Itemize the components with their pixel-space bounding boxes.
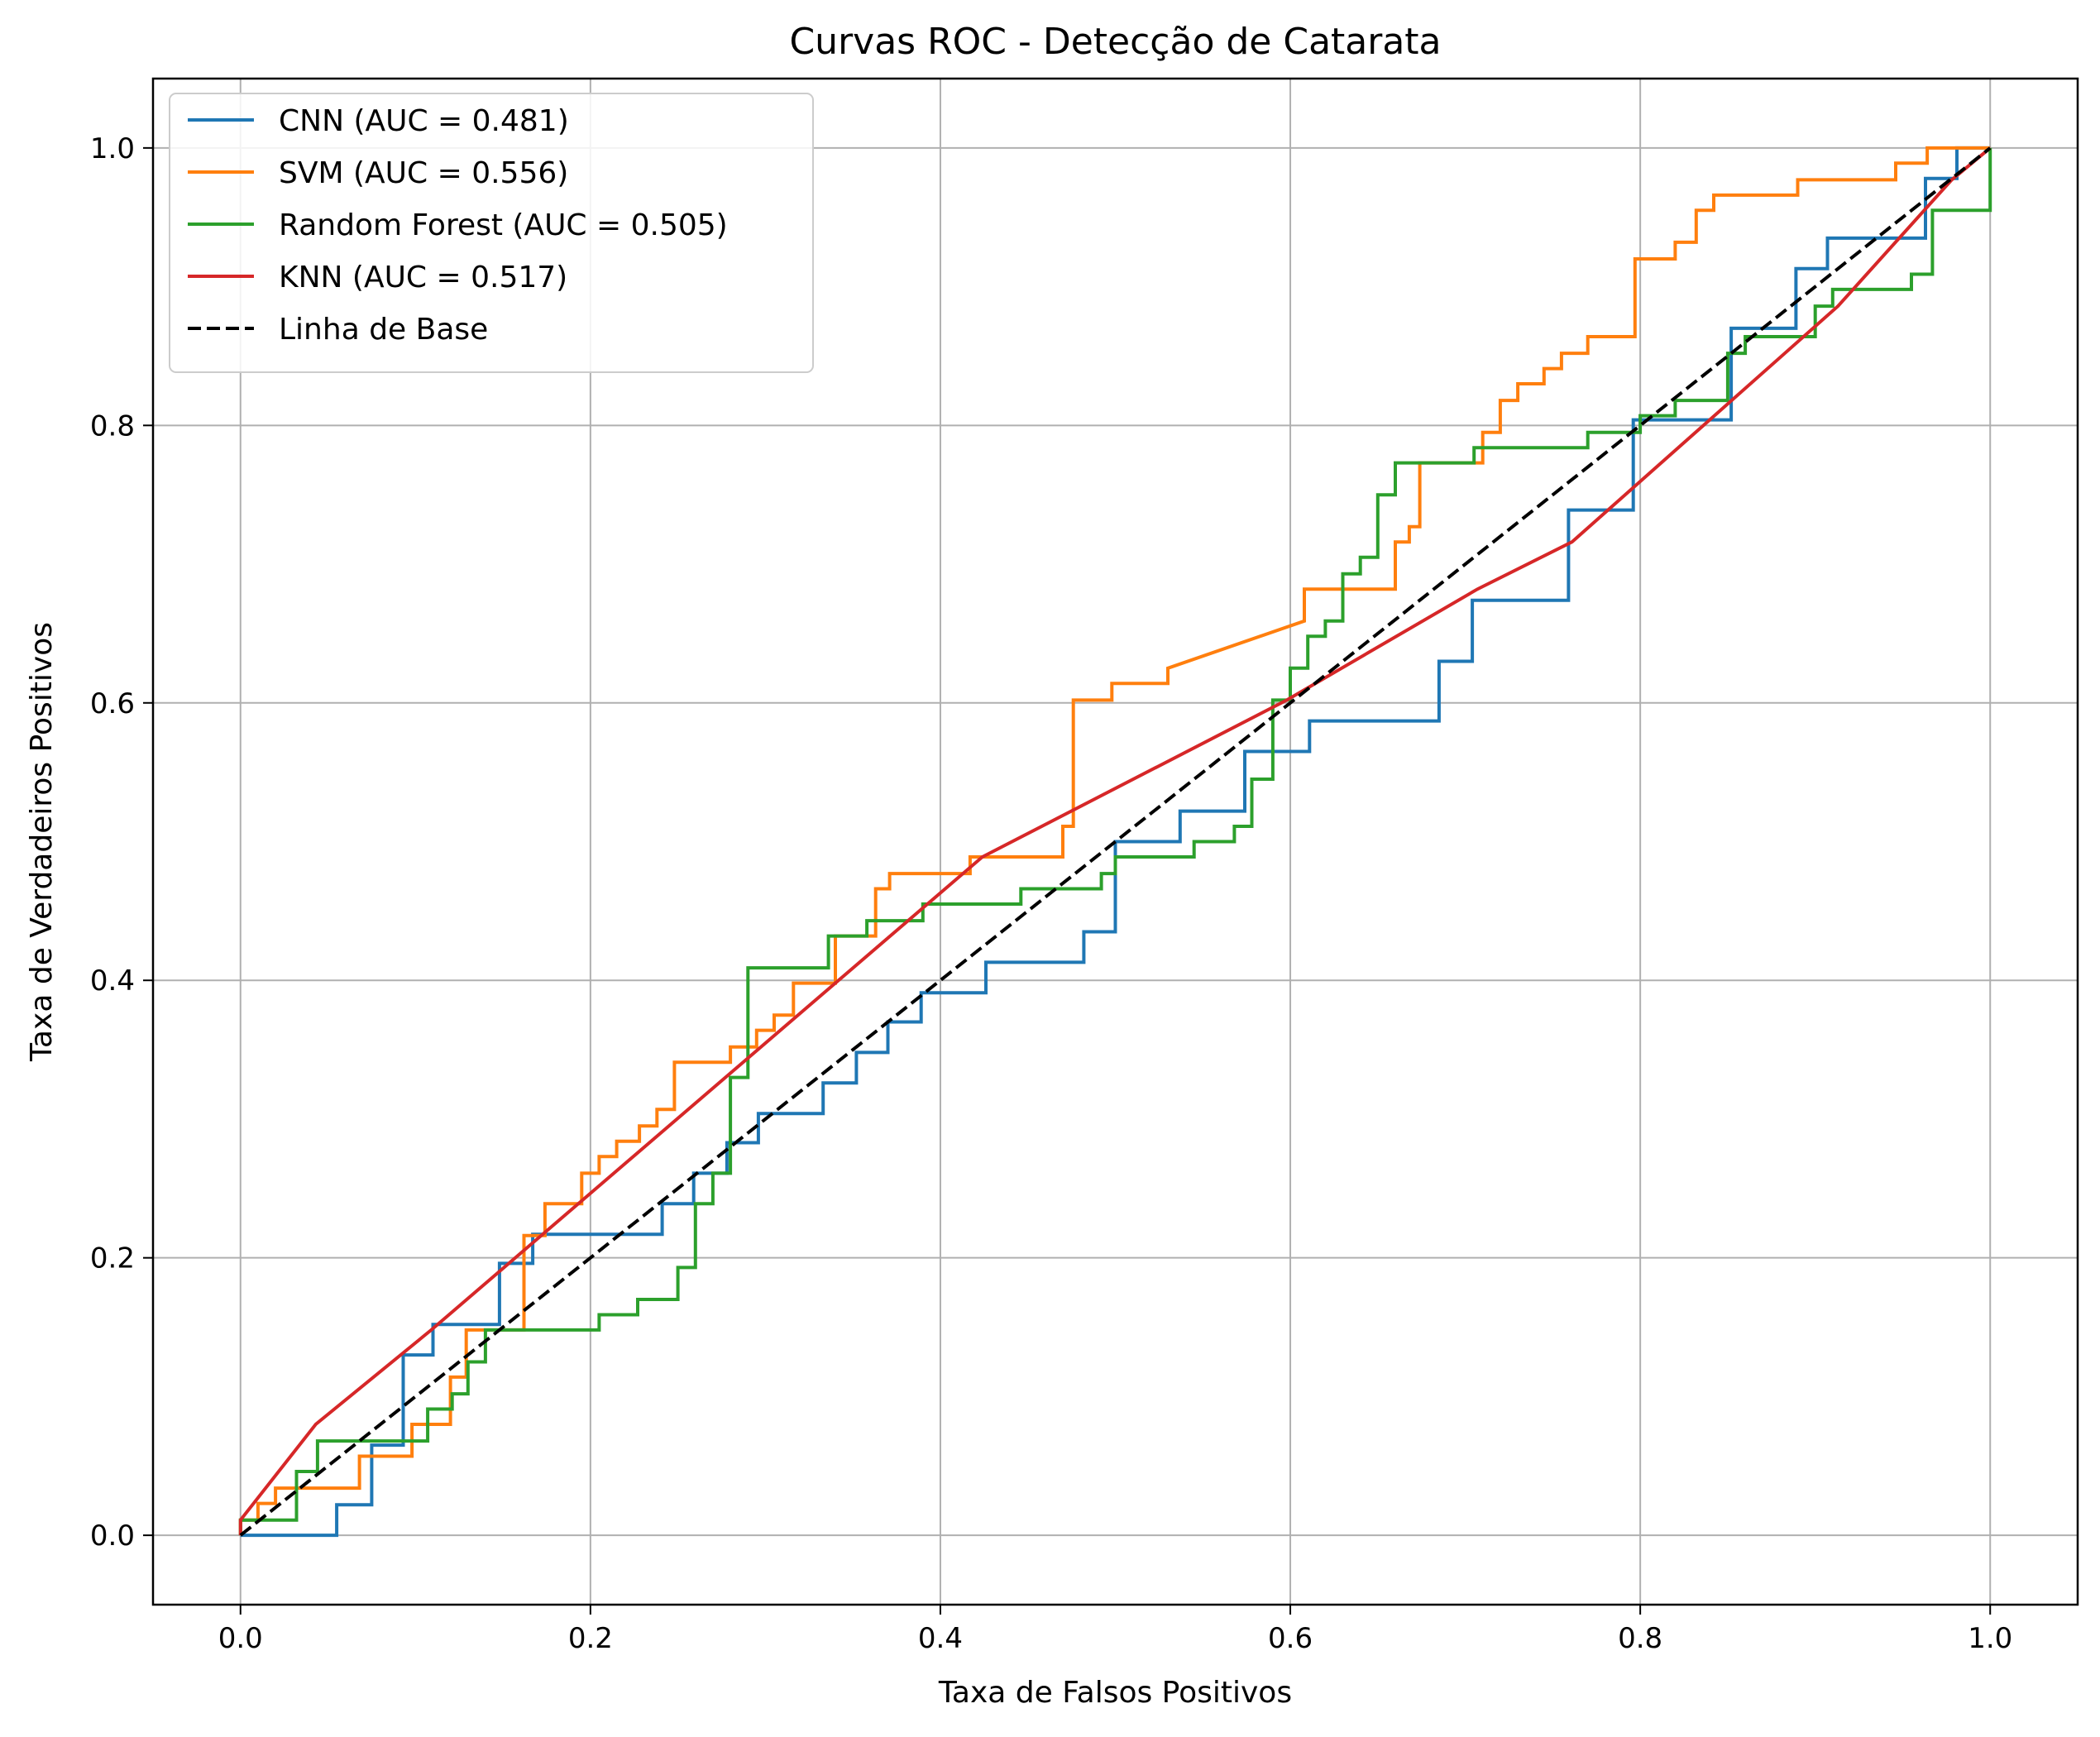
series-line-linha-de-base (239, 146, 1992, 1537)
y-tick-label: 1.0 (90, 132, 135, 165)
legend-label: Linha de Base (279, 313, 488, 347)
legend: CNN (AUC = 0.481) SVM (AUC = 0.556) Random… (169, 93, 814, 373)
x-tick-label: 0.0 (218, 1622, 263, 1655)
legend-label: SVM (AUC = 0.556) (279, 156, 568, 190)
axes-frame (151, 77, 2079, 1606)
x-tick-label: 0.4 (918, 1622, 963, 1655)
series-layer (238, 146, 1992, 1538)
chart-title: Curvas ROC - Detecção de Catarata (789, 21, 1441, 63)
legend-label: KNN (AUC = 0.517) (279, 261, 567, 294)
legend-label: CNN (AUC = 0.481) (279, 104, 569, 138)
series-line-random-forest (238, 147, 1992, 1536)
series-line-knn (238, 146, 1992, 1536)
x-tick-label: 0.2 (568, 1622, 613, 1655)
ticks: 0.0 0.2 0.4 0.6 0.8 1.0 0.0 0.2 0.4 0.6 0.8 1.0 (90, 132, 2012, 1655)
y-tick-label: 0.0 (90, 1519, 135, 1553)
x-tick-label: 0.8 (1618, 1622, 1662, 1655)
x-tick-label: 1.0 (1968, 1622, 2012, 1655)
x-tick-label: 0.6 (1268, 1622, 1313, 1655)
grid (153, 79, 2078, 1605)
legend-box (169, 93, 814, 373)
y-tick-label: 0.2 (90, 1242, 135, 1275)
x-axis-title: Taxa de Falsos Positivos (938, 1676, 1292, 1710)
legend-label: Random Forest (AUC = 0.505) (279, 208, 728, 242)
y-axis-title: Taxa de Verdadeiros Positivos (25, 622, 59, 1062)
y-tick-label: 0.4 (90, 964, 135, 998)
series-line-svm (238, 146, 1991, 1536)
y-tick-label: 0.6 (90, 687, 135, 720)
y-tick-label: 0.8 (90, 409, 135, 443)
